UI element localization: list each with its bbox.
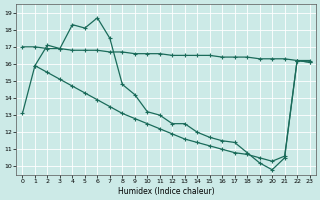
X-axis label: Humidex (Indice chaleur): Humidex (Indice chaleur): [118, 187, 214, 196]
